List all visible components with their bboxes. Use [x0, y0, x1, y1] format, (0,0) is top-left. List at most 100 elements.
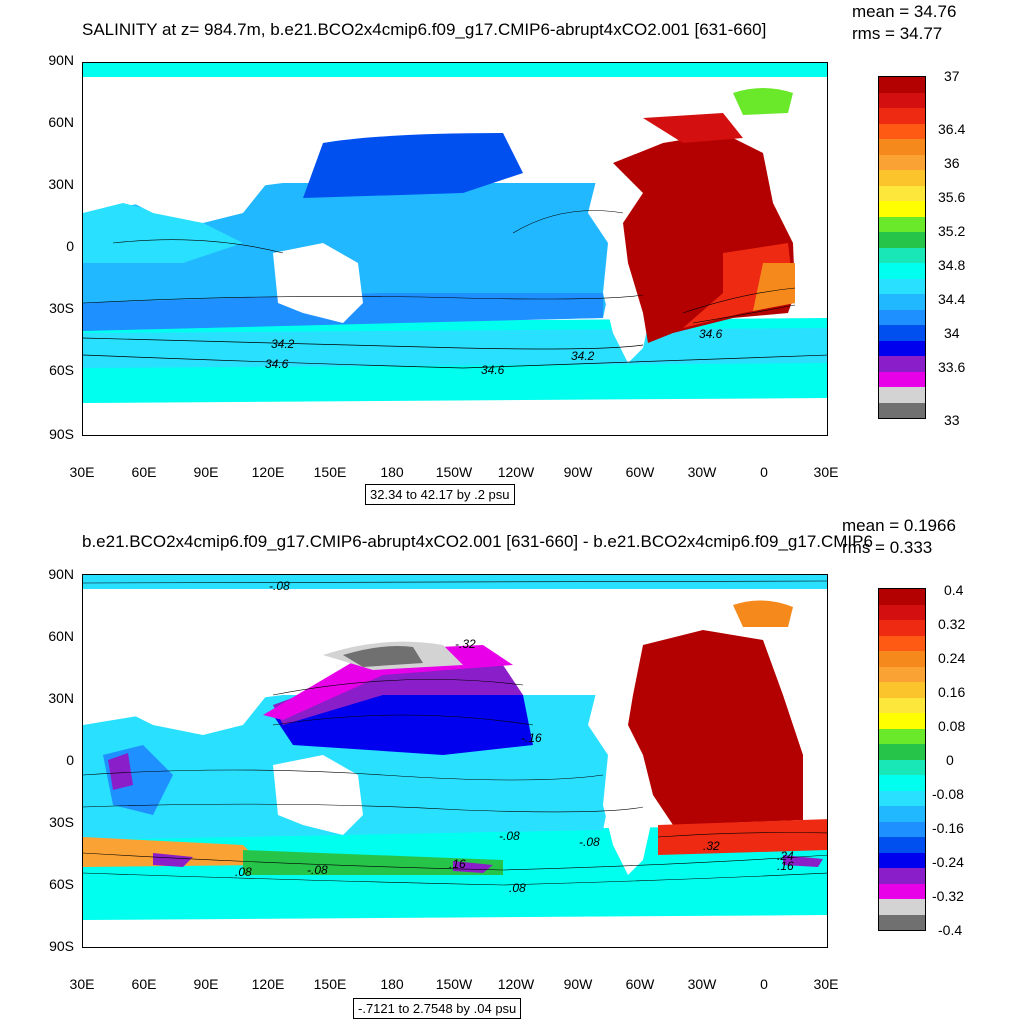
- colorbar-label: 36: [944, 155, 960, 171]
- colorbar-swatch: [879, 589, 925, 605]
- south-atlantic-gradient-2: [753, 263, 795, 311]
- colorbar-label: 0.4: [944, 582, 964, 598]
- lat-label: 90N: [48, 52, 74, 68]
- colorbar-swatch: [879, 713, 925, 729]
- colorbar-label: 0.16: [938, 684, 966, 700]
- lon-label: 90W: [563, 976, 593, 992]
- colorbar-swatch: [879, 108, 925, 124]
- colorbar-label: 34.8: [938, 257, 966, 273]
- salinity-map: 34.2 34.6 34.6 34.2 34.6: [82, 62, 828, 436]
- colorbar-label: 0.32: [938, 616, 966, 632]
- colorbar-swatch: [879, 914, 925, 930]
- north-pacific: [303, 133, 523, 198]
- colorbar-swatch: [879, 294, 925, 310]
- colorbar-swatch: [879, 123, 925, 139]
- lon-label: 30E: [813, 976, 839, 992]
- atlantic-ocean: [628, 630, 803, 825]
- lon-label: 30E: [813, 464, 839, 480]
- contour-label: .08: [509, 881, 526, 895]
- lat-label: 30N: [48, 176, 74, 192]
- lon-label: 120W: [497, 464, 535, 480]
- lat-label: 60N: [48, 628, 74, 644]
- colorbar-label: -0.32: [932, 888, 964, 904]
- colorbar-label: -0.24: [932, 854, 964, 870]
- colorbar-swatch: [879, 697, 925, 713]
- mean-value: mean = 0.1966: [842, 516, 956, 535]
- colorbar-swatch: [879, 744, 925, 760]
- contour-label: 34.6: [265, 357, 289, 371]
- colorbar-swatch: [879, 278, 925, 294]
- colorbar-swatch: [879, 232, 925, 248]
- contour-label: .24: [777, 849, 794, 863]
- panel-title: b.e21.BCO2x4cmip6.f09_g17.CMIP6-abrupt4x…: [82, 532, 873, 551]
- eurasia-africa: [83, 589, 827, 735]
- contour-label: -.08: [499, 829, 520, 843]
- colorbar-swatch: [879, 620, 925, 636]
- colorbar-label: 33: [944, 412, 960, 428]
- lon-label: 120W: [497, 976, 535, 992]
- antarctica: [83, 915, 827, 947]
- colorbar-swatch: [879, 604, 925, 620]
- lon-label: 0: [760, 464, 768, 480]
- colorbar-label: 0.24: [938, 650, 966, 666]
- lon-label: 150E: [313, 464, 347, 480]
- lon-label: 60E: [131, 464, 157, 480]
- contour-label: 34.2: [571, 349, 595, 363]
- colorbar-label: 34.4: [938, 291, 966, 307]
- colorbar-label: 37: [944, 68, 960, 84]
- contour-label: -.08: [269, 579, 290, 593]
- colorbar-swatch: [879, 247, 925, 263]
- australia: [273, 243, 363, 323]
- colorbar-swatch: [879, 402, 925, 418]
- colorbar-swatch: [879, 154, 925, 170]
- lon-label: 30W: [687, 464, 717, 480]
- colorbar-label: 34: [944, 325, 960, 341]
- colorbar-swatch: [879, 170, 925, 186]
- greenland-sea: [733, 600, 793, 627]
- colorbar-label: -0.08: [932, 786, 964, 802]
- colorbar-swatch: [879, 868, 925, 884]
- colorbar-swatch: [879, 340, 925, 356]
- contour-label: 34.6: [481, 363, 505, 377]
- lon-label: 150W: [435, 976, 473, 992]
- colorbar-swatch: [879, 682, 925, 698]
- contour-label: -.16: [521, 731, 542, 745]
- colorbar-label: 33.6: [938, 359, 966, 375]
- mean-value: mean = 34.76: [852, 2, 957, 21]
- contour-label: -.32: [455, 637, 476, 651]
- lon-label: 120E: [251, 464, 285, 480]
- colorbar-swatch: [879, 309, 925, 325]
- colorbar-label: 0.08: [938, 718, 966, 734]
- panel-title: SALINITY at z= 984.7m, b.e21.BCO2x4cmip6…: [82, 20, 767, 39]
- contour-label: .32: [703, 839, 720, 853]
- lon-label: 60W: [625, 976, 655, 992]
- contour-range-box: -.7121 to 2.7548 by .04 psu: [353, 998, 522, 1019]
- contour-range-box: 32.34 to 42.17 by .2 psu: [365, 484, 515, 505]
- lat-label: 0: [66, 238, 74, 254]
- lon-label: 60W: [625, 464, 655, 480]
- colorbar-swatch: [879, 821, 925, 837]
- lat-label: 60S: [49, 876, 74, 892]
- lon-label: 150E: [313, 976, 347, 992]
- greenland-sea: [733, 88, 793, 115]
- lon-label: 180: [380, 976, 404, 992]
- colorbar-swatch: [879, 356, 925, 372]
- lon-label: 90E: [193, 464, 219, 480]
- southern-eddy-green: [243, 850, 503, 875]
- colorbar-swatch: [879, 899, 925, 915]
- lon-label: 150W: [435, 464, 473, 480]
- colorbar-swatch: [879, 666, 925, 682]
- lat-label: 90N: [48, 566, 74, 582]
- indian-west-purple: [108, 753, 133, 790]
- lon-label: 90W: [563, 464, 593, 480]
- colorbar: [878, 76, 926, 419]
- colorbar-label: 0: [946, 752, 954, 768]
- colorbar-swatch: [879, 201, 925, 217]
- colorbar-swatch: [879, 263, 925, 279]
- eurasia-africa: [83, 77, 827, 223]
- colorbar-swatch: [879, 806, 925, 822]
- contour-label: -.08: [307, 863, 328, 877]
- lat-label: 90S: [49, 938, 74, 954]
- southern-eddy-purple-3: [783, 855, 823, 867]
- colorbar-swatch: [879, 852, 925, 868]
